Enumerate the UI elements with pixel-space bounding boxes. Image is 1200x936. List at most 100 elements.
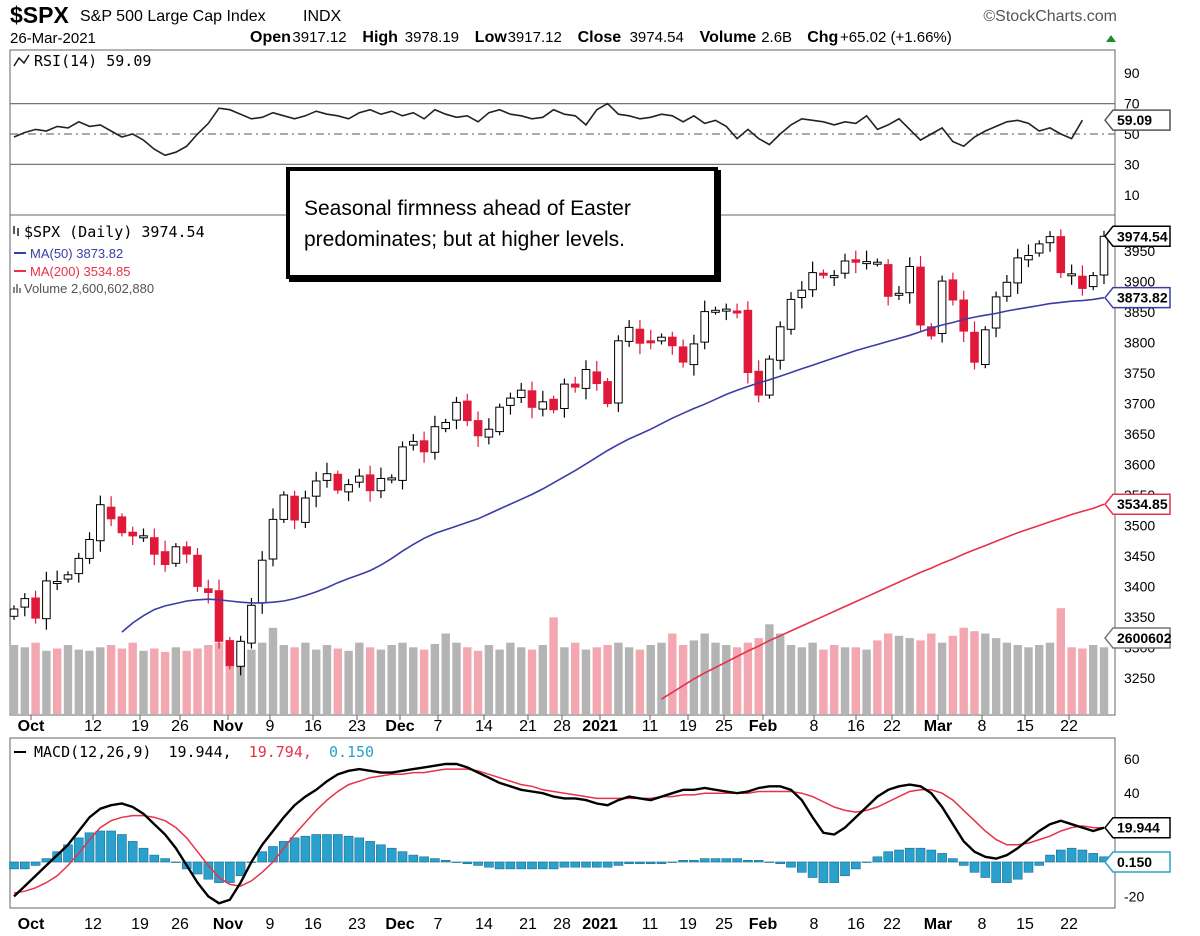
macd-histogram-bar <box>354 837 365 863</box>
volume-legend-text: Volume 2,600,602,880 <box>24 281 154 296</box>
stat-label-low: Low <box>475 29 508 46</box>
candle-body <box>419 440 429 453</box>
volume-bar <box>1035 645 1044 714</box>
volume-bar <box>279 645 288 714</box>
ma50-legend-text: MA(50) 3873.82 <box>30 246 123 261</box>
macd-histogram-bar <box>1056 849 1066 863</box>
price-tick-label: 3450 <box>1124 548 1155 564</box>
volume-bar <box>927 633 936 714</box>
candle-body <box>247 604 256 644</box>
candle-body <box>873 261 882 265</box>
x-tick-label-bottom: 16 <box>304 916 322 933</box>
candle-body <box>63 574 73 580</box>
x-tick-label-top: Oct <box>18 718 45 735</box>
macd-histogram-bar <box>149 854 160 863</box>
ma50-current-label: 3873.82 <box>1117 290 1168 306</box>
candle-body <box>668 336 677 347</box>
candle-body <box>20 598 30 608</box>
volume-bar <box>506 642 515 714</box>
candle-body <box>603 381 612 405</box>
macd-histogram-bar <box>667 861 678 863</box>
rsi-legend: RSI(14) 59.09 <box>13 52 151 70</box>
macd-tick-label: -20 <box>1124 888 1144 904</box>
candle-body <box>981 329 990 365</box>
x-tick-label-top: 2021 <box>582 718 618 735</box>
price-tick-label: 3250 <box>1124 670 1155 686</box>
volume-bar <box>624 647 634 714</box>
candle-body <box>301 497 310 523</box>
volume-bar <box>74 649 83 714</box>
candle-body <box>344 484 353 493</box>
candle-body <box>9 608 19 617</box>
candle-body <box>657 336 666 342</box>
macd-line <box>13 762 1105 905</box>
x-tick-label-bottom: 2021 <box>582 916 618 933</box>
ticker-symbol: $SPX <box>10 2 69 28</box>
price-tick-label: 3950 <box>1124 243 1155 259</box>
volume-bar <box>743 642 753 714</box>
price-legend-text: $SPX (Daily) 3974.54 <box>24 223 205 241</box>
volume-bar <box>301 642 310 714</box>
volume-bar <box>592 647 601 714</box>
volume-bar <box>527 649 537 714</box>
macd-histogram-bar <box>883 851 894 863</box>
candle-body <box>732 310 742 314</box>
x-tick-label-top: Feb <box>749 718 778 735</box>
x-tick-label-bottom: 19 <box>679 916 697 933</box>
volume-current-label: 2600602 <box>1117 630 1172 646</box>
volume-bar <box>765 624 774 714</box>
stat-value-low: 3917.12 <box>508 29 562 46</box>
candle-body <box>74 557 84 575</box>
volume-bar <box>409 647 418 714</box>
macd-histogram-bar <box>30 861 41 866</box>
macd-histogram-bar <box>430 858 440 863</box>
volume-current-label-box <box>1104 627 1171 649</box>
macd-histogram-bar <box>624 861 634 865</box>
candle-body <box>819 272 828 276</box>
volume-bar <box>42 650 51 714</box>
volume-bar <box>905 638 914 714</box>
volume-bar <box>171 647 181 714</box>
ma50-line <box>121 296 1105 633</box>
volume-bar <box>840 647 850 714</box>
macd-histogram-bar <box>840 861 850 877</box>
macd-histogram-bar <box>322 834 332 863</box>
candle-body <box>1099 235 1109 276</box>
x-tick-label-top: 22 <box>883 718 901 735</box>
volume-bar <box>96 647 105 714</box>
rsi-tick-label: 70 <box>1124 96 1140 112</box>
x-tick-label-bottom: 8 <box>978 916 987 933</box>
macd-histogram-bar <box>537 861 548 870</box>
volume-bar <box>830 645 839 714</box>
macd-histogram-bar <box>268 846 278 863</box>
macd-histogram-bar <box>95 830 106 863</box>
macd-histogram-bar <box>473 861 483 866</box>
candle-body <box>463 400 472 422</box>
x-tick-label-bottom: 28 <box>553 916 571 933</box>
candle-body <box>214 590 224 642</box>
stat-label-open: Open <box>250 29 291 46</box>
x-tick-label-bottom: Mar <box>924 916 952 933</box>
price-tick-label: 3750 <box>1124 365 1155 381</box>
x-tick-label-bottom: Nov <box>213 916 243 933</box>
macd-histogram-bar <box>796 861 807 873</box>
candle-body <box>322 473 332 481</box>
macd-histogram-bar <box>926 849 937 863</box>
volume-bar <box>657 642 666 714</box>
candle-body <box>430 426 440 453</box>
candle-body <box>31 597 40 619</box>
macd-histogram-bar <box>257 851 268 863</box>
volume-bar <box>247 649 256 714</box>
volume-bar <box>214 642 224 714</box>
x-tick-label-bottom: 16 <box>847 916 865 933</box>
ma200-current-label: 3534.85 <box>1117 496 1168 512</box>
macd-histogram-bar <box>904 847 915 863</box>
volume-bar <box>646 645 655 714</box>
macd-histogram-bar <box>289 837 300 863</box>
exchange-code: INDX <box>303 8 342 25</box>
volume-bar <box>117 648 127 714</box>
x-tick-label-top: 19 <box>131 718 149 735</box>
volume-bar <box>981 633 990 714</box>
candle-body <box>441 422 450 430</box>
